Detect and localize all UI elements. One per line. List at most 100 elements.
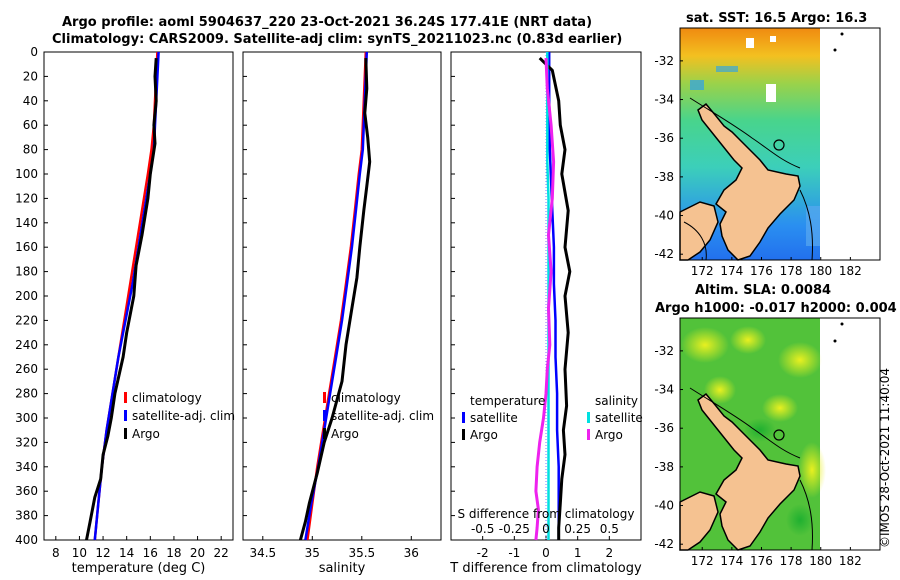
y-tick-label: 0 bbox=[30, 45, 38, 59]
legend-t-header: temperature bbox=[470, 394, 545, 408]
series-line-argo bbox=[85, 58, 158, 541]
y-tick-label: 380 bbox=[15, 509, 38, 523]
x-tick-label: 8 bbox=[52, 546, 60, 560]
x-tick-label: -2 bbox=[477, 546, 489, 560]
x-tick-label: 14 bbox=[119, 546, 134, 560]
x-tick-label: 34.5 bbox=[249, 546, 276, 560]
legend-swatch bbox=[323, 410, 326, 421]
x-tick-label: 12 bbox=[95, 546, 110, 560]
legend-swatch bbox=[462, 429, 465, 440]
legend-swatch bbox=[587, 429, 590, 440]
y-tick-label: 240 bbox=[15, 338, 38, 352]
map-lat-label: -42 bbox=[654, 247, 674, 261]
y-tick-label: 340 bbox=[15, 460, 38, 474]
secondary-tick-label: 0.5 bbox=[600, 522, 619, 536]
y-tick-label: 280 bbox=[15, 387, 38, 401]
legend-label: Argo bbox=[132, 427, 160, 441]
map-lat-label: -32 bbox=[654, 54, 674, 68]
legend-label: satellite bbox=[595, 411, 643, 425]
x-tick-label: 36 bbox=[404, 546, 419, 560]
map-lon-label: 178 bbox=[780, 264, 803, 278]
salinity-panel: 34.5 35 35.5 36 salinity climatology satellite… bbox=[242, 51, 442, 576]
map-lon-label: 182 bbox=[839, 264, 862, 278]
y-tick-label: 140 bbox=[15, 216, 38, 230]
x-tick-label: 16 bbox=[143, 546, 158, 560]
temperature-panel: 0 20 40 60 80 100 120 140 160 180 200 220 240 260 280 3… bbox=[15, 45, 235, 576]
map-lat-label: -38 bbox=[654, 170, 674, 184]
map-lon-label: 172 bbox=[691, 554, 714, 568]
x-tick-label: 22 bbox=[214, 546, 229, 560]
y-tick-label: 320 bbox=[15, 435, 38, 449]
plot-frame bbox=[242, 51, 442, 541]
y-tick-label: 40 bbox=[23, 94, 38, 108]
y-tick-label: 160 bbox=[15, 240, 38, 254]
secondary-tick-label: 0 bbox=[542, 522, 550, 536]
sst-map-title: sat. SST: 16.5 Argo: 16.3 bbox=[686, 11, 868, 26]
y-tick-label: 20 bbox=[23, 69, 38, 83]
legend-label: Argo bbox=[595, 428, 623, 442]
north-island-land bbox=[697, 102, 801, 261]
map-lon-label: 176 bbox=[750, 554, 773, 568]
x-tick-label: 10 bbox=[72, 546, 87, 560]
x-tick-label: 20 bbox=[190, 546, 205, 560]
sla-map bbox=[679, 317, 881, 551]
map-lat-label: -40 bbox=[654, 499, 674, 513]
y-tick-label: 360 bbox=[15, 484, 38, 498]
secondary-tick-label: 0.25 bbox=[564, 522, 591, 536]
figure-title-line1: Argo profile: aoml 5904637_220 23-Oct-20… bbox=[62, 15, 593, 30]
legend-swatch bbox=[124, 410, 127, 421]
profile-location-marker bbox=[773, 139, 785, 151]
map-lon-label: 172 bbox=[691, 264, 714, 278]
sla-map-title-line1: Altim. SLA: 0.0084 bbox=[695, 283, 832, 298]
legend-s-header: salinity bbox=[595, 394, 638, 408]
difference-panel: -2 -1 0 1 2T difference from climatology temp… bbox=[449, 51, 643, 576]
y-tick-label: 300 bbox=[15, 411, 38, 425]
x-tick-label: -1 bbox=[508, 546, 520, 560]
legend-swatch bbox=[124, 392, 127, 403]
x-axis-label: T difference from climatology bbox=[449, 561, 642, 576]
x-tick-label: 35 bbox=[305, 546, 320, 560]
legend-label: satellite-adj. clim bbox=[132, 409, 235, 423]
y-tick-label: 120 bbox=[15, 191, 38, 205]
map-lon-label: 174 bbox=[720, 554, 743, 568]
secondary-tick-label: -0.5 bbox=[471, 522, 494, 536]
map-lat-label: -36 bbox=[654, 421, 674, 435]
legend-label: Argo bbox=[331, 427, 359, 441]
figure-title-line2: Climatology: CARS2009. Satellite-adj cli… bbox=[52, 32, 623, 47]
map-lat-label: -42 bbox=[654, 537, 674, 551]
legend-swatch bbox=[462, 412, 465, 423]
map-lon-label: 178 bbox=[780, 554, 803, 568]
y-tick-label: 180 bbox=[15, 265, 38, 279]
cloud-gap bbox=[766, 84, 776, 102]
map-lat-label: -36 bbox=[654, 131, 674, 145]
y-tick-label: 60 bbox=[23, 118, 38, 132]
y-tick-label: 80 bbox=[23, 143, 38, 157]
map-lat-label: -34 bbox=[654, 383, 674, 397]
map-lat-label: -40 bbox=[654, 209, 674, 223]
map-lat-label: -34 bbox=[654, 93, 674, 107]
legend-label: Argo bbox=[470, 428, 498, 442]
y-tick-label: 100 bbox=[15, 167, 38, 181]
x-tick-label: 1 bbox=[574, 546, 582, 560]
map-lat-label: -32 bbox=[654, 344, 674, 358]
series-line-t-argo bbox=[538, 57, 572, 540]
secondary-tick-label: -0.25 bbox=[499, 522, 530, 536]
y-tick-label: 260 bbox=[15, 362, 38, 376]
sla-map-title-line2: Argo h1000: -0.017 h2000: 0.004 bbox=[655, 301, 897, 316]
map-tick-labels: 172 174 176 178 180 182 -32 -34 -36 -38 -40 -42 172 1… bbox=[654, 54, 861, 568]
x-tick-label: 0 bbox=[542, 546, 550, 560]
x-tick-label: 2 bbox=[606, 546, 614, 560]
legend-swatch bbox=[323, 392, 326, 403]
legend-swatch bbox=[323, 428, 326, 439]
profile-location-marker-sla bbox=[773, 429, 785, 441]
x-tick-label: 18 bbox=[166, 546, 181, 560]
secondary-axis-label: S difference from climatology bbox=[458, 507, 635, 521]
plot-frame bbox=[43, 51, 234, 541]
map-lon-label: 176 bbox=[750, 264, 773, 278]
map-lon-label: 182 bbox=[839, 554, 862, 568]
legend-label: climatology bbox=[132, 391, 202, 405]
sst-map bbox=[679, 27, 881, 261]
x-axis-label: temperature (deg C) bbox=[72, 561, 206, 576]
map-lon-label: 180 bbox=[809, 264, 832, 278]
map-lat-label: -38 bbox=[654, 460, 674, 474]
